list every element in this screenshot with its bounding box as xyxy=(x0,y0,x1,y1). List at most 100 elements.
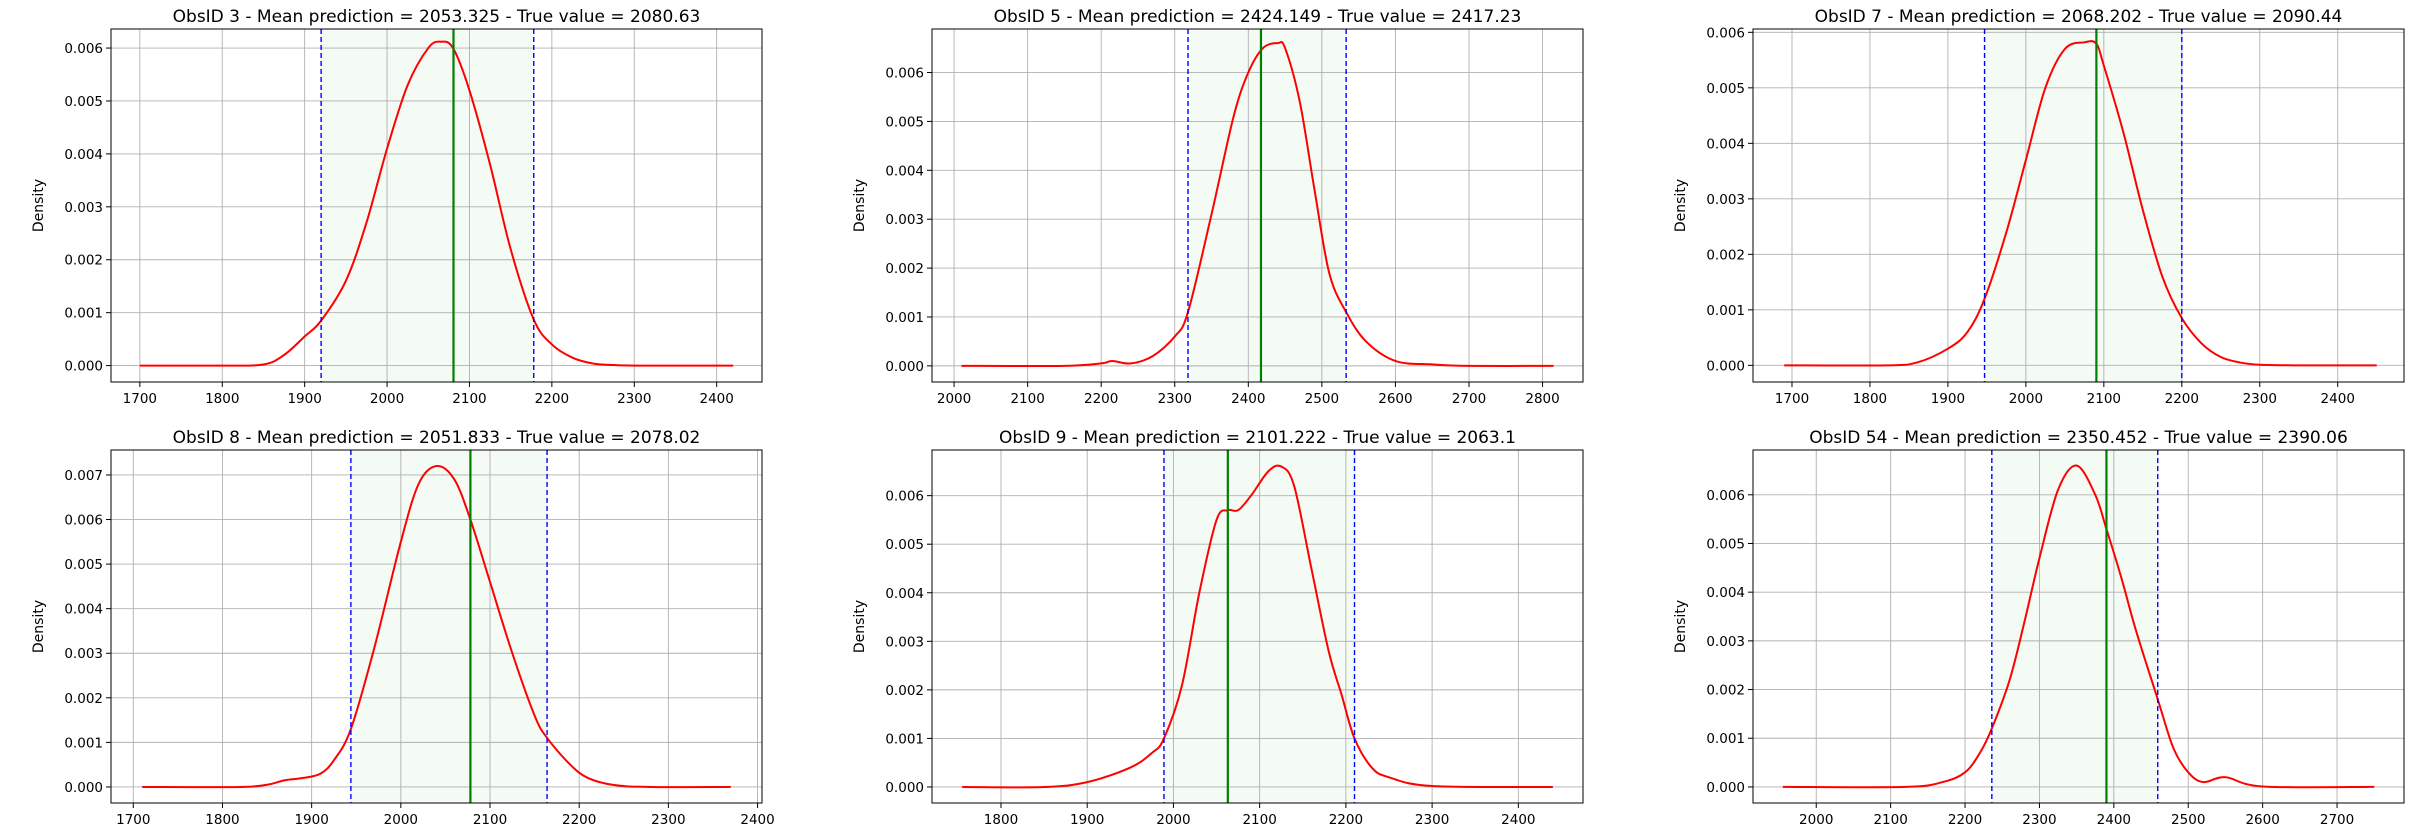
y-tick-label: 0.006 xyxy=(64,513,103,529)
x-tick-label: 1900 xyxy=(1070,812,1104,828)
x-tick-label: 1800 xyxy=(205,391,239,407)
density-curve xyxy=(1782,464,2375,789)
y-tick-label: 0.004 xyxy=(885,586,924,602)
x-tick-label: 2400 xyxy=(1231,391,1265,407)
y-tick-label: 0.004 xyxy=(885,163,924,179)
y-axis-label: Density xyxy=(852,600,868,653)
y-axis-label: Density xyxy=(1673,600,1689,653)
y-tick-label: 0.005 xyxy=(885,114,924,130)
x-tick-label: 2100 xyxy=(2087,391,2121,407)
x-tick-label: 2100 xyxy=(1873,812,1907,828)
y-tick-label: 0.005 xyxy=(1706,536,1745,552)
y-tick-label: 0.006 xyxy=(885,489,924,505)
x-tick-label: 2200 xyxy=(562,812,596,828)
y-tick-label: 0.006 xyxy=(64,41,103,57)
subplot-6: 2000 2100 2200 2300 2400 2500 2600 2700 0.000 0.0… xyxy=(1673,428,2405,828)
y-tick-label: 0.001 xyxy=(885,310,924,326)
y-tick-label: 0.000 xyxy=(64,359,103,375)
y-tick-label: 0.001 xyxy=(64,306,103,322)
x-tick-label: 2300 xyxy=(617,391,651,407)
y-tick-label: 0.000 xyxy=(885,780,924,796)
x-tick-label: 2100 xyxy=(1242,812,1276,828)
x-tick-label: 2200 xyxy=(2165,391,2199,407)
axes-frame xyxy=(110,28,763,383)
x-tick-label: 2200 xyxy=(535,391,569,407)
density-curve xyxy=(142,465,731,789)
y-tick-label: 0.003 xyxy=(1706,634,1745,650)
y-tick-label: 0.006 xyxy=(885,66,924,82)
x-tick-label: 2300 xyxy=(2243,391,2277,407)
x-tick-label: 2300 xyxy=(1158,391,1192,407)
subplot-2: 2000 2100 2200 2300 2400 2500 2600 2700 2800 0.00… xyxy=(852,7,1584,407)
y-tick-label: 0.002 xyxy=(1706,247,1745,263)
x-tick-label: 2300 xyxy=(2022,812,2056,828)
y-tick-label: 0.001 xyxy=(64,735,103,751)
y-axis-label: Density xyxy=(31,179,47,232)
y-tick-label: 0.002 xyxy=(885,261,924,277)
y-tick-label: 0.004 xyxy=(64,147,103,163)
x-tick-label: 2700 xyxy=(1452,391,1486,407)
subplot-5: 1800 1900 2000 2100 2200 2300 2400 0.000 0.001 0.… xyxy=(852,428,1584,828)
y-axis-label: Density xyxy=(31,600,47,653)
plot-title: ObsID 5 - Mean prediction = 2424.149 - T… xyxy=(994,7,1522,27)
x-tick-label: 2200 xyxy=(1084,391,1118,407)
x-tick-label: 1900 xyxy=(287,391,321,407)
x-tick-label: 1800 xyxy=(205,812,239,828)
y-tick-label: 0.007 xyxy=(64,468,103,484)
x-tick-label: 2600 xyxy=(1378,391,1412,407)
x-tick-label: 2000 xyxy=(2009,391,2043,407)
x-tick-label: 2000 xyxy=(370,391,404,407)
x-tick-label: 2400 xyxy=(2321,391,2355,407)
y-tick-label: 0.005 xyxy=(64,94,103,110)
y-tick-label: 0.002 xyxy=(64,253,103,269)
x-tick-label: 2000 xyxy=(937,391,971,407)
density-curve xyxy=(961,40,1554,368)
x-tick-label: 2100 xyxy=(473,812,507,828)
x-tick-label: 1800 xyxy=(984,812,1018,828)
interval-band xyxy=(350,450,548,803)
x-tick-label: 2400 xyxy=(1501,812,1535,828)
x-tick-label: 2300 xyxy=(651,812,685,828)
y-tick-label: 0.001 xyxy=(1706,303,1745,319)
x-tick-label: 1800 xyxy=(1853,391,1887,407)
x-tick-label: 2700 xyxy=(2320,812,2354,828)
y-tick-label: 0.000 xyxy=(885,359,924,375)
y-tick-label: 0.001 xyxy=(885,731,924,747)
y-tick-label: 0.005 xyxy=(1706,81,1745,97)
y-axis-label: Density xyxy=(1673,179,1689,232)
x-tick-label: 1700 xyxy=(116,812,150,828)
subplot-4: 1700 1800 1900 2000 2100 2200 2300 2400 0.000 0.0… xyxy=(31,428,775,828)
x-tick-label: 2500 xyxy=(1305,391,1339,407)
x-tick-label: 2400 xyxy=(699,391,733,407)
x-tick-label: 2400 xyxy=(2097,812,2131,828)
density-curve xyxy=(139,40,734,367)
x-tick-label: 2100 xyxy=(452,391,486,407)
subplot-3: 1700 1800 1900 2000 2100 2200 2300 2400 0.000 0.0… xyxy=(1673,7,2405,407)
axes-frame xyxy=(110,449,763,804)
plot-title: ObsID 9 - Mean prediction = 2101.222 - T… xyxy=(999,428,1516,448)
y-tick-label: 0.006 xyxy=(1706,488,1745,504)
x-tick-label: 2000 xyxy=(1799,812,1833,828)
y-tick-label: 0.006 xyxy=(1706,25,1745,41)
y-tick-label: 0.004 xyxy=(1706,136,1745,152)
y-tick-label: 0.004 xyxy=(64,602,103,618)
plot-title: ObsID 7 - Mean prediction = 2068.202 - T… xyxy=(1815,7,2343,27)
y-tick-label: 0.001 xyxy=(1706,731,1745,747)
y-tick-label: 0.002 xyxy=(885,683,924,699)
x-tick-label: 2200 xyxy=(1948,812,1982,828)
x-tick-label: 2300 xyxy=(1415,812,1449,828)
plot-title: ObsID 3 - Mean prediction = 2053.325 - T… xyxy=(173,7,701,27)
x-tick-label: 1700 xyxy=(1775,391,1809,407)
y-tick-label: 0.003 xyxy=(885,634,924,650)
y-tick-label: 0.003 xyxy=(885,212,924,228)
density-curve xyxy=(962,464,1553,789)
y-tick-label: 0.000 xyxy=(1706,780,1745,796)
y-tick-label: 0.005 xyxy=(64,557,103,573)
axes-frame xyxy=(931,28,1584,383)
y-tick-label: 0.000 xyxy=(1706,358,1745,374)
plot-title: ObsID 8 - Mean prediction = 2051.833 - T… xyxy=(173,428,701,448)
subplot-1: 1700 1800 1900 2000 2100 2200 2300 2400 0.000 0.0… xyxy=(31,7,763,407)
y-tick-label: 0.005 xyxy=(885,537,924,553)
x-tick-label: 2000 xyxy=(1156,812,1190,828)
